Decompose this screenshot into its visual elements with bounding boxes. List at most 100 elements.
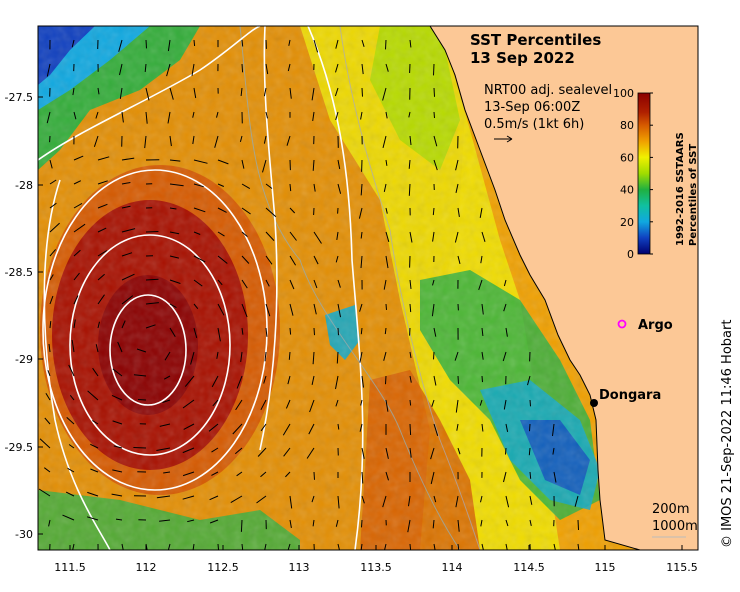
contour-200m: [339, 26, 481, 550]
velocity-arrow: [112, 420, 123, 425]
velocity-arrow: [282, 423, 291, 436]
colorbar-tick-label: 80: [620, 119, 634, 132]
velocity-arrow: [289, 183, 292, 192]
velocity-arrow: [169, 183, 184, 187]
velocity-arrow: [455, 183, 459, 194]
velocity-arrow: [433, 135, 438, 147]
velocity-arrow: [481, 303, 484, 315]
colorbar-tick-label: 40: [620, 184, 634, 197]
velocity-arrow: [529, 471, 532, 479]
velocity-arrow: [169, 207, 177, 210]
velocity-arrow: [92, 420, 99, 425]
velocity-arrow: [182, 399, 195, 409]
velocity-arrow: [360, 255, 363, 269]
velocity-arrow: [95, 111, 99, 119]
velocity-arrow: [265, 327, 268, 337]
velocity-arrow: [217, 255, 228, 264]
velocity-arrow: [313, 183, 316, 192]
velocity-arrow: [159, 519, 171, 522]
velocity-arrow: [193, 303, 199, 310]
velocity-arrow: [503, 471, 507, 483]
velocity-arrow: [337, 279, 341, 288]
velocity-arrow: [335, 255, 339, 263]
y-tick-label: -28.5: [5, 266, 33, 279]
credit-text: © IMOS 21-Sep-2022 11:46 Hobart: [720, 320, 735, 548]
velocity-arrow: [337, 303, 341, 318]
velocity-arrow: [433, 63, 435, 76]
velocity-arrow: [288, 351, 291, 360]
velocity-arrow: [313, 303, 317, 315]
velocity-arrow: [167, 39, 171, 52]
velocity-arrow: [457, 207, 460, 217]
velocity-arrow: [384, 327, 387, 335]
velocity-arrow: [145, 278, 159, 281]
velocity-arrow: [241, 159, 245, 169]
velocity-arrow: [264, 543, 267, 550]
velocity-arrow: [433, 327, 437, 337]
velocity-arrow: [217, 327, 221, 342]
velocity-arrow: [289, 495, 293, 509]
velocity-arrow: [240, 519, 243, 532]
velocity-arrow: [454, 231, 459, 243]
velocity-arrow: [457, 375, 459, 384]
x-tick-label: 114: [442, 561, 463, 574]
velocity-arrow: [481, 231, 486, 242]
velocity-arrow: [361, 63, 364, 75]
velocity-arrow: [577, 519, 579, 531]
velocity-arrow: [137, 399, 147, 401]
velocity-arrow: [360, 183, 363, 196]
velocity-arrow: [361, 447, 365, 459]
velocity-arrow: [169, 135, 172, 147]
velocity-arrow: [193, 255, 206, 263]
velocity-arrow: [217, 207, 227, 213]
dongara-label: Dongara: [599, 388, 661, 403]
velocity-arrow: [235, 399, 243, 411]
velocity-arrow: [289, 255, 297, 266]
x-tick-label: 114.5: [513, 561, 545, 574]
velocity-arrow: [313, 231, 322, 244]
velocity-arrow: [385, 63, 389, 72]
velocity-arrow: [73, 202, 83, 209]
velocity-arrow: [90, 443, 99, 449]
colorbar-ticks: 100 80 60 40 20 0: [613, 87, 653, 261]
velocity-arrow: [167, 543, 171, 550]
colorbar: [637, 92, 651, 255]
velocity-arrow: [337, 543, 340, 550]
velocity-arrow: [479, 207, 483, 218]
velocity-arrow: [163, 375, 171, 380]
velocity-arrow: [49, 543, 51, 550]
velocity-arrow: [409, 303, 412, 313]
velocity-arrow: [287, 543, 291, 550]
plot-area: [38, 26, 698, 550]
velocity-arrow: [385, 399, 389, 412]
velocity-arrow: [192, 111, 195, 118]
velocity-arrow: [260, 423, 267, 432]
velocity-arrow: [361, 39, 365, 47]
velocity-arrow: [112, 368, 123, 377]
velocity-arrow: [66, 417, 75, 425]
velocity-arrow: [432, 207, 435, 216]
x-tick-label: 113.5: [360, 561, 392, 574]
velocity-arrow: [145, 39, 147, 49]
velocity-arrow: [72, 87, 75, 96]
velocity-arrow: [313, 279, 318, 289]
velocity-arrow: [111, 493, 123, 497]
velocity-arrow: [553, 543, 556, 550]
velocity-arrow: [454, 351, 459, 361]
velocity-arrow: [260, 471, 267, 478]
velocity-arrow: [241, 279, 248, 289]
velocity-arrow: [190, 351, 195, 365]
velocity-arrow: [455, 159, 459, 171]
velocity-arrow: [383, 279, 387, 290]
velocity-arrow: [260, 399, 267, 411]
velocity-arrow: [241, 327, 244, 335]
velocity-arrow: [133, 374, 147, 377]
velocity-arrow: [433, 375, 437, 386]
velocity-arrow: [335, 399, 339, 407]
velocity-arrow: [47, 370, 51, 377]
velocity-arrow: [121, 111, 124, 123]
velocity-arrow: [86, 516, 99, 521]
velocity-arrow: [431, 303, 435, 317]
velocity-arrow: [385, 207, 388, 214]
velocity-arrow: [49, 274, 54, 281]
